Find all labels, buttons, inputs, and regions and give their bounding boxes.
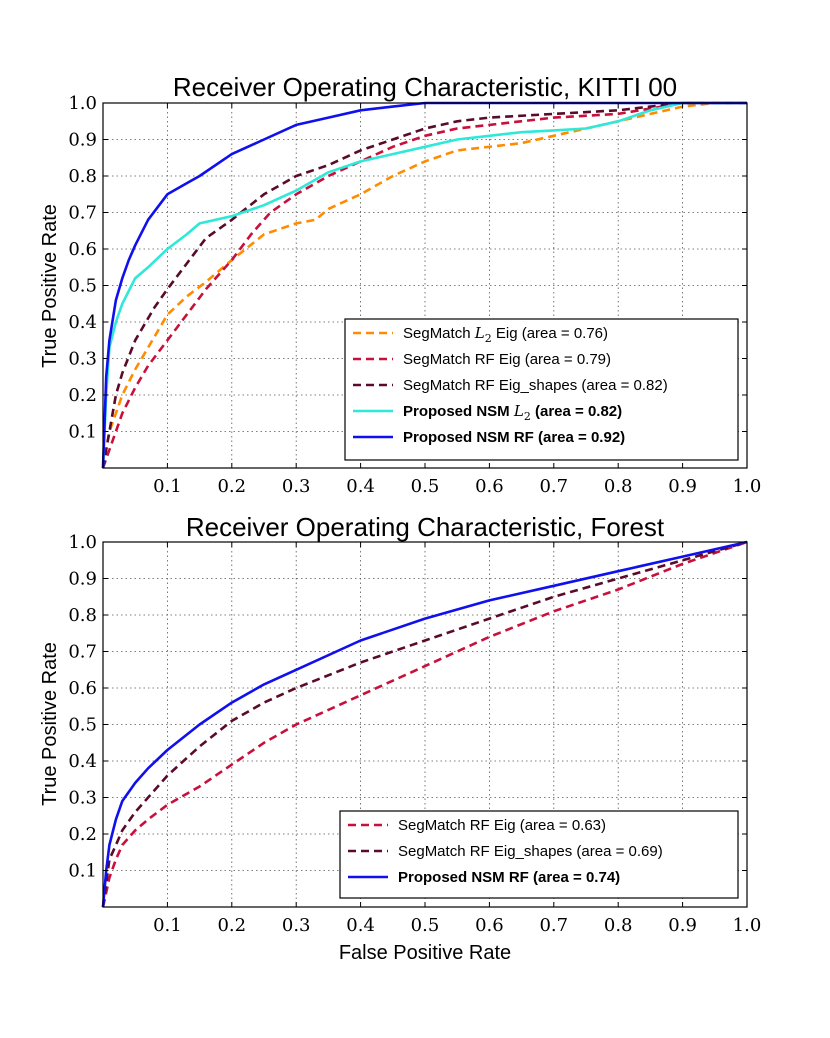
roc-chart-kitti: Receiver Operating Characteristic, KITTI… <box>39 72 761 497</box>
legend-label-1: SegMatch RF Eig (area = 0.79) <box>403 351 611 368</box>
y-tick-label: 0.7 <box>68 642 97 663</box>
legend-label-0: SegMatch L2 Eig (area = 0.76) <box>403 324 608 345</box>
y-tick-label: 0.1 <box>68 861 97 882</box>
legend-label-text: SegMatch RF Eig_shapes (area = 0.82) <box>403 377 668 394</box>
chart-title: Receiver Operating Characteristic, Fores… <box>186 512 665 542</box>
x-tick-label: 0.3 <box>282 476 311 497</box>
y-tick-label: 0.8 <box>68 605 97 626</box>
x-tick-label: 0.5 <box>411 915 440 936</box>
x-axis-label: False Positive Rate <box>339 942 511 964</box>
y-tick-label: 0.9 <box>68 130 97 151</box>
legend-label-text: SegMatch <box>403 325 475 342</box>
legend-label-text: (area = 0.82) <box>531 403 622 420</box>
legend-label-4: Proposed NSM RF (area = 0.92) <box>403 429 625 446</box>
y-tick-label: 0.3 <box>68 349 97 370</box>
tick-labels: 0.1 0.2 0.3 0.4 0.5 0.6 0.7 0.8 0.9 1.0 0.1 0.2 0.3 0… <box>68 532 761 936</box>
x-tick-label: 0.3 <box>282 915 311 936</box>
legend-label-3: Proposed NSM L2 (area = 0.82) <box>403 402 622 423</box>
x-tick-label: 0.4 <box>346 915 375 936</box>
y-tick-label: 0.7 <box>68 203 97 224</box>
legend-label-math: L <box>513 402 524 420</box>
legend-label-text: Eig (area = 0.76) <box>492 325 608 342</box>
legend-box <box>344 318 739 461</box>
y-axis-label: True Positive Rate <box>39 204 61 368</box>
series-line-3 <box>101 101 747 469</box>
x-tick-label: 0.7 <box>539 476 568 497</box>
y-tick-label: 0.3 <box>68 788 97 809</box>
x-tick-label: 0.8 <box>604 915 633 936</box>
legend-label-0: SegMatch RF Eig (area = 0.63) <box>398 817 606 834</box>
x-tick-label: 0.2 <box>217 915 246 936</box>
x-tick-label: 0.7 <box>539 915 568 936</box>
tick-labels: 0.1 0.2 0.3 0.4 0.5 0.6 0.7 0.8 0.9 1.0 0.1 0.2 0.3 0… <box>68 93 761 497</box>
x-tick-label: 0.9 <box>668 915 697 936</box>
legend-label-text: SegMatch RF Eig_shapes (area = 0.69) <box>398 843 663 860</box>
legend-label-text: Proposed NSM RF (area = 0.92) <box>403 429 625 446</box>
series-line-2 <box>101 101 747 469</box>
x-tick-label: 0.1 <box>153 915 182 936</box>
chart-title: Receiver Operating Characteristic, KITTI… <box>173 72 677 102</box>
legend-label-2: SegMatch RF Eig_shapes (area = 0.82) <box>403 377 668 394</box>
x-tick-label: 0.6 <box>475 476 504 497</box>
y-tick-label: 0.1 <box>68 422 97 443</box>
x-tick-label: 0.9 <box>668 476 697 497</box>
y-tick-label: 1.0 <box>68 93 97 114</box>
series-line-2 <box>101 540 748 908</box>
y-tick-label: 0.4 <box>68 751 97 772</box>
x-tick-label: 0.5 <box>411 476 440 497</box>
x-tick-label: 0.6 <box>475 915 504 936</box>
y-tick-label: 0.2 <box>68 385 97 406</box>
series-lines <box>101 101 747 469</box>
y-tick-label: 0.4 <box>68 312 97 333</box>
legend-label-text: SegMatch RF Eig (area = 0.63) <box>398 817 606 834</box>
series-line-1 <box>101 101 747 469</box>
legend-label-subscript: 2 <box>485 332 492 345</box>
y-tick-label: 0.6 <box>68 678 97 699</box>
legend-label-text: SegMatch RF Eig (area = 0.79) <box>403 351 611 368</box>
legend-box <box>339 810 739 899</box>
legend-label-subscript: 2 <box>524 410 531 423</box>
x-tick-label: 0.1 <box>153 476 182 497</box>
series-line-0 <box>101 540 748 908</box>
legend: SegMatch RF Eig (area = 0.63) SegMatch RF… <box>339 810 739 899</box>
x-tick-label: 1.0 <box>733 915 762 936</box>
y-tick-label: 0.6 <box>68 239 97 260</box>
legend-label-1: SegMatch RF Eig_shapes (area = 0.69) <box>398 843 663 860</box>
y-axis-label: True Positive Rate <box>39 642 61 806</box>
y-tick-label: 0.5 <box>68 276 97 297</box>
y-tick-label: 1.0 <box>68 532 97 553</box>
series-line-1 <box>101 540 748 908</box>
x-tick-label: 0.8 <box>604 476 633 497</box>
legend-label-text: Proposed NSM RF (area = 0.74) <box>398 869 620 886</box>
x-tick-label: 0.2 <box>217 476 246 497</box>
legend-label-math: L <box>474 324 485 342</box>
legend-label-text: Proposed NSM <box>403 403 514 420</box>
legend: SegMatch L2 Eig (area = 0.76)SegMatch RF… <box>344 318 739 461</box>
y-tick-label: 0.5 <box>68 715 97 736</box>
y-tick-label: 0.9 <box>68 569 97 590</box>
y-tick-label: 0.2 <box>68 824 97 845</box>
x-tick-label: 1.0 <box>733 476 762 497</box>
series-lines <box>101 540 748 908</box>
x-tick-label: 0.4 <box>346 476 375 497</box>
y-tick-label: 0.8 <box>68 166 97 187</box>
roc-chart-forest: Receiver Operating Characteristic, Fores… <box>39 512 761 964</box>
legend-label-2: Proposed NSM RF (area = 0.74) <box>398 869 620 886</box>
